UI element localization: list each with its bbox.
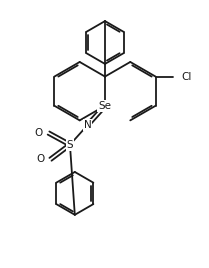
Text: Cl: Cl (182, 72, 192, 81)
Text: O: O (36, 154, 45, 164)
Text: Se: Se (98, 101, 111, 111)
Text: N: N (84, 120, 91, 130)
Text: S: S (67, 140, 73, 150)
Text: O: O (34, 128, 43, 138)
